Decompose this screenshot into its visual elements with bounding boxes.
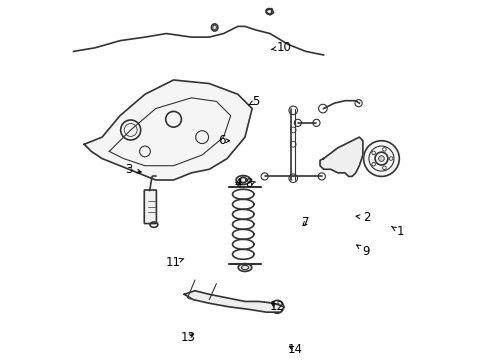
Text: 11: 11 — [166, 256, 184, 269]
Text: 4: 4 — [234, 177, 242, 190]
Circle shape — [379, 156, 384, 161]
Text: 1: 1 — [392, 225, 404, 238]
Text: 12: 12 — [270, 300, 285, 313]
Text: 13: 13 — [180, 331, 196, 344]
Text: 2: 2 — [356, 211, 370, 224]
Ellipse shape — [236, 176, 250, 184]
Polygon shape — [184, 291, 284, 312]
Ellipse shape — [238, 264, 252, 271]
Text: 14: 14 — [288, 343, 302, 356]
Text: 10: 10 — [271, 41, 292, 54]
Text: 3: 3 — [125, 163, 141, 176]
Text: 6: 6 — [218, 134, 230, 147]
Circle shape — [364, 141, 399, 176]
Text: 5: 5 — [249, 95, 259, 108]
Text: 7: 7 — [302, 216, 310, 229]
Ellipse shape — [211, 24, 218, 31]
Text: 8: 8 — [245, 177, 255, 190]
Text: 9: 9 — [357, 245, 370, 258]
Polygon shape — [84, 80, 252, 180]
FancyBboxPatch shape — [144, 190, 156, 224]
Polygon shape — [320, 137, 363, 176]
